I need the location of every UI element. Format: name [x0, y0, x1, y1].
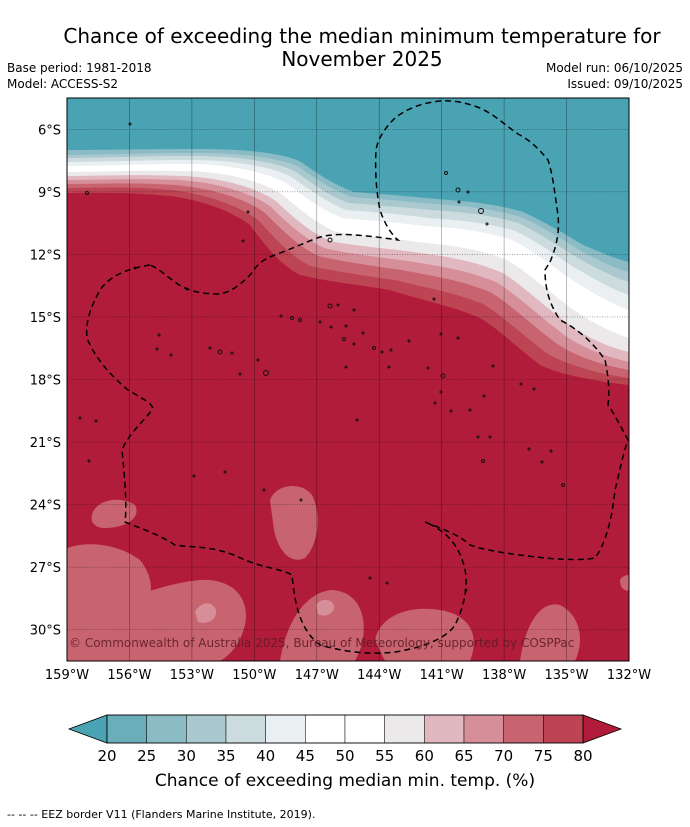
colorbar: 20 25 30 35 40 45 50 55 60 65 70 75 80: [67, 714, 623, 765]
lon-label: 135°W: [544, 668, 588, 683]
colorbar-tick-label: 70: [494, 747, 513, 765]
colorbar-tick-label: 30: [177, 747, 196, 765]
lon-label: 147°W: [295, 668, 339, 683]
colorbar-tick-label: 20: [97, 747, 116, 765]
colorbar-over-arrow: [582, 714, 623, 744]
lat-label: 30°S: [30, 624, 61, 639]
graticule: [67, 98, 629, 661]
lon-label: 144°W: [357, 668, 401, 683]
colorbar-cell: [543, 714, 584, 744]
lat-label: 21°S: [30, 436, 61, 451]
islands: [78, 122, 565, 592]
southern-blob-2: [67, 579, 246, 661]
latitude-labels: 6°S 9°S 12°S 15°S 18°S 21°S 24°S 27°S 30°S: [30, 123, 61, 638]
southern-blob-4: [375, 608, 474, 661]
colorbar-under-arrow: [67, 714, 108, 744]
lon-label: 138°W: [482, 668, 526, 683]
lat-label: 24°S: [30, 499, 61, 514]
colorbar-cell: [186, 714, 227, 744]
southern-blob-10: [316, 599, 335, 616]
colorbar-cell: [503, 714, 544, 744]
lon-label: 141°W: [420, 668, 464, 683]
colorbar-cell: [424, 714, 465, 744]
southern-blob-5: [520, 604, 580, 661]
southern-blob-8: [620, 575, 629, 591]
southern-blob-9: [195, 603, 217, 623]
model-run: Model run: 06/10/2025: [545, 61, 683, 75]
lat-label: 27°S: [30, 561, 61, 576]
meta-left: Base period: 1981-2018 Model: ACCESS-S2: [7, 60, 152, 92]
map-title-line-1: Chance of exceeding the median minimum t…: [63, 24, 661, 48]
colorbar-frame: [106, 714, 584, 744]
lat-label: 6°S: [38, 123, 61, 138]
colorbar-tick-label: 60: [415, 747, 434, 765]
copyright-notice: © Commonwealth of Australia 2025, Bureau…: [69, 636, 574, 650]
colorbar-tick-label: 45: [296, 747, 315, 765]
meta-right: Model run: 06/10/2025 Issued: 09/10/2025: [546, 60, 683, 92]
colorbar-tick-label: 75: [534, 747, 553, 765]
lat-label: 12°S: [30, 248, 61, 263]
map-frame: [66, 97, 630, 662]
lon-label: 150°W: [232, 668, 276, 683]
low-probability-region: [67, 98, 629, 262]
map-title-line-2: November 2025: [281, 47, 443, 71]
lon-label: 159°W: [45, 668, 89, 683]
eez-legend-note: -- -- -- EEZ border V11 (Flanders Marine…: [7, 808, 316, 821]
eez-border: [85, 100, 629, 654]
colorbar-cell: [384, 714, 425, 744]
colorbar-cell: [463, 714, 504, 744]
issued-date: Issued: 09/10/2025: [567, 77, 683, 91]
map-field: © Commonwealth of Australia 2025, Bureau…: [67, 98, 629, 661]
colorbar-tick-label: 35: [216, 747, 235, 765]
lon-label: 132°W: [607, 668, 651, 683]
colorbar-cell: [225, 714, 266, 744]
colorbar-tick-label: 25: [137, 747, 156, 765]
lon-label: 156°W: [107, 668, 151, 683]
colorbar-cell: [146, 714, 187, 744]
colorbar-cell: [305, 714, 346, 744]
colorbar-tick-label: 50: [335, 747, 354, 765]
southern-blob-6: [270, 485, 318, 560]
colorbar-tick-label: 40: [256, 747, 275, 765]
colorbar-tick-label: 55: [375, 747, 394, 765]
lat-label: 9°S: [38, 186, 61, 201]
colorbar-tick-label: 80: [573, 747, 592, 765]
colorbar-tick-label: 65: [454, 747, 473, 765]
base-period: Base period: 1981-2018: [7, 61, 152, 75]
colorbar-cell: [106, 714, 147, 744]
southern-blob-3: [280, 590, 364, 661]
lat-label: 15°S: [30, 311, 61, 326]
colorbar-cell: [265, 714, 306, 744]
model-name: Model: ACCESS-S2: [7, 77, 119, 91]
longitude-labels: 159°W 156°W 153°W 150°W 147°W 144°W 141°W 138°W…: [45, 668, 651, 683]
lon-label: 153°W: [170, 668, 214, 683]
lat-label: 18°S: [30, 374, 61, 389]
colorbar-cell: [344, 714, 385, 744]
colorbar-label: Chance of exceeding median min. temp. (%…: [154, 771, 536, 791]
